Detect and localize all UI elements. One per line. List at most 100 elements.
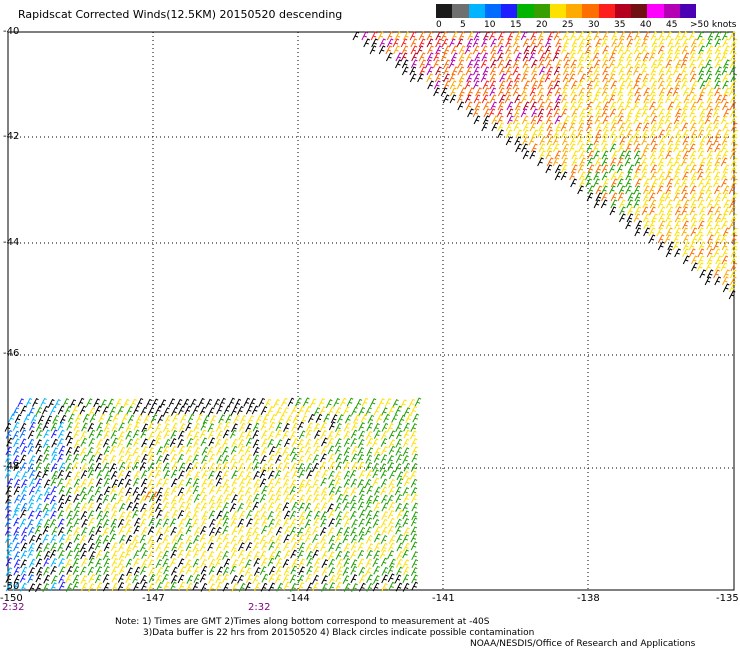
wind-barb xyxy=(480,73,488,83)
wind-barb xyxy=(505,122,513,132)
wind-barb xyxy=(650,115,658,125)
wind-barb xyxy=(520,94,528,104)
wind-barb xyxy=(13,446,20,456)
wind-barb xyxy=(666,143,674,153)
wind-barb xyxy=(522,38,530,48)
wind-barb xyxy=(388,534,396,544)
wind-barb xyxy=(261,517,269,527)
wind-barb xyxy=(569,171,576,181)
wind-barb xyxy=(394,463,402,473)
wind-barb xyxy=(350,527,357,537)
wind-barb xyxy=(193,493,201,503)
wind-barb xyxy=(350,478,358,488)
wind-barb xyxy=(505,59,512,69)
wind-barb xyxy=(304,479,312,489)
wind-barb xyxy=(642,73,650,83)
wind-barb xyxy=(35,550,43,560)
wind-barb xyxy=(282,574,290,583)
wind-barb xyxy=(569,129,577,139)
wind-barb xyxy=(222,582,230,592)
wind-barb xyxy=(230,517,238,527)
wind-barb xyxy=(335,542,342,552)
wind-barb xyxy=(95,478,103,487)
wind-barb xyxy=(609,108,617,118)
wind-barb xyxy=(473,59,481,69)
wind-barb xyxy=(126,438,133,448)
wind-barb xyxy=(506,80,514,90)
wind-barb xyxy=(729,59,737,69)
wind-barb xyxy=(201,446,209,456)
wind-barb xyxy=(592,52,600,62)
wind-barb xyxy=(633,66,640,76)
wind-barb xyxy=(186,437,194,447)
wind-barb xyxy=(298,405,305,415)
wind-barb xyxy=(140,503,147,513)
wind-barb xyxy=(162,550,169,560)
wind-barb xyxy=(103,478,111,487)
wind-barb xyxy=(378,45,386,55)
wind-barb xyxy=(297,550,304,560)
wind-barb xyxy=(673,52,680,62)
wind-barb xyxy=(275,439,283,449)
wind-barb xyxy=(688,241,696,251)
wind-barb xyxy=(625,143,632,153)
legend-label: 10 xyxy=(484,20,496,30)
wind-barb xyxy=(65,558,72,568)
wind-barb xyxy=(626,31,634,41)
legend-swatch xyxy=(663,4,680,18)
wind-barb xyxy=(450,52,458,62)
wind-barb xyxy=(545,94,552,104)
wind-barb xyxy=(267,526,274,536)
wind-barb xyxy=(207,430,215,440)
wind-barb xyxy=(199,525,207,535)
wind-barb xyxy=(689,122,697,132)
wind-barb xyxy=(5,557,13,567)
wind-barb xyxy=(334,502,342,512)
wind-barb xyxy=(200,421,208,431)
wind-barb xyxy=(560,171,568,181)
wind-barb xyxy=(140,526,148,536)
wind-barb xyxy=(147,422,154,432)
wind-barb xyxy=(587,164,595,174)
wind-barb xyxy=(396,471,404,481)
wind-barb xyxy=(721,248,729,258)
wind-barb xyxy=(395,494,403,503)
wind-barb xyxy=(215,422,223,432)
wind-barb xyxy=(506,108,514,118)
wind-barb xyxy=(185,525,193,535)
wind-barb xyxy=(380,430,388,440)
wind-barb xyxy=(147,447,155,457)
wind-barb xyxy=(467,31,474,41)
wind-barb xyxy=(289,574,297,584)
wind-barb xyxy=(616,157,624,167)
wind-barb xyxy=(658,115,666,125)
wind-barb xyxy=(244,567,252,577)
wind-barb xyxy=(699,269,707,279)
wind-barb xyxy=(666,52,673,62)
wind-barb xyxy=(314,429,321,439)
wind-barb xyxy=(350,574,358,584)
wind-barb xyxy=(4,526,12,536)
wind-barb xyxy=(87,502,95,512)
wind-barb xyxy=(537,31,545,41)
wind-barb xyxy=(610,192,618,202)
wind-barb xyxy=(410,405,418,415)
wind-barb xyxy=(72,461,79,471)
wind-barb xyxy=(664,234,672,244)
wind-barb xyxy=(12,454,20,464)
wind-barb xyxy=(396,566,403,576)
wind-barb xyxy=(283,471,290,481)
wind-barb xyxy=(66,421,73,431)
wind-barb xyxy=(395,59,402,69)
wind-barb xyxy=(118,526,126,535)
wind-barb xyxy=(665,213,672,223)
wind-barb xyxy=(162,558,169,568)
wind-barb xyxy=(290,565,298,575)
wind-barb xyxy=(50,565,57,575)
wind-barb xyxy=(400,399,407,409)
wind-barb xyxy=(245,430,253,440)
wind-barb xyxy=(667,164,675,174)
wind-barb xyxy=(483,108,491,118)
wind-barb xyxy=(154,469,162,479)
wind-barb xyxy=(297,527,304,537)
